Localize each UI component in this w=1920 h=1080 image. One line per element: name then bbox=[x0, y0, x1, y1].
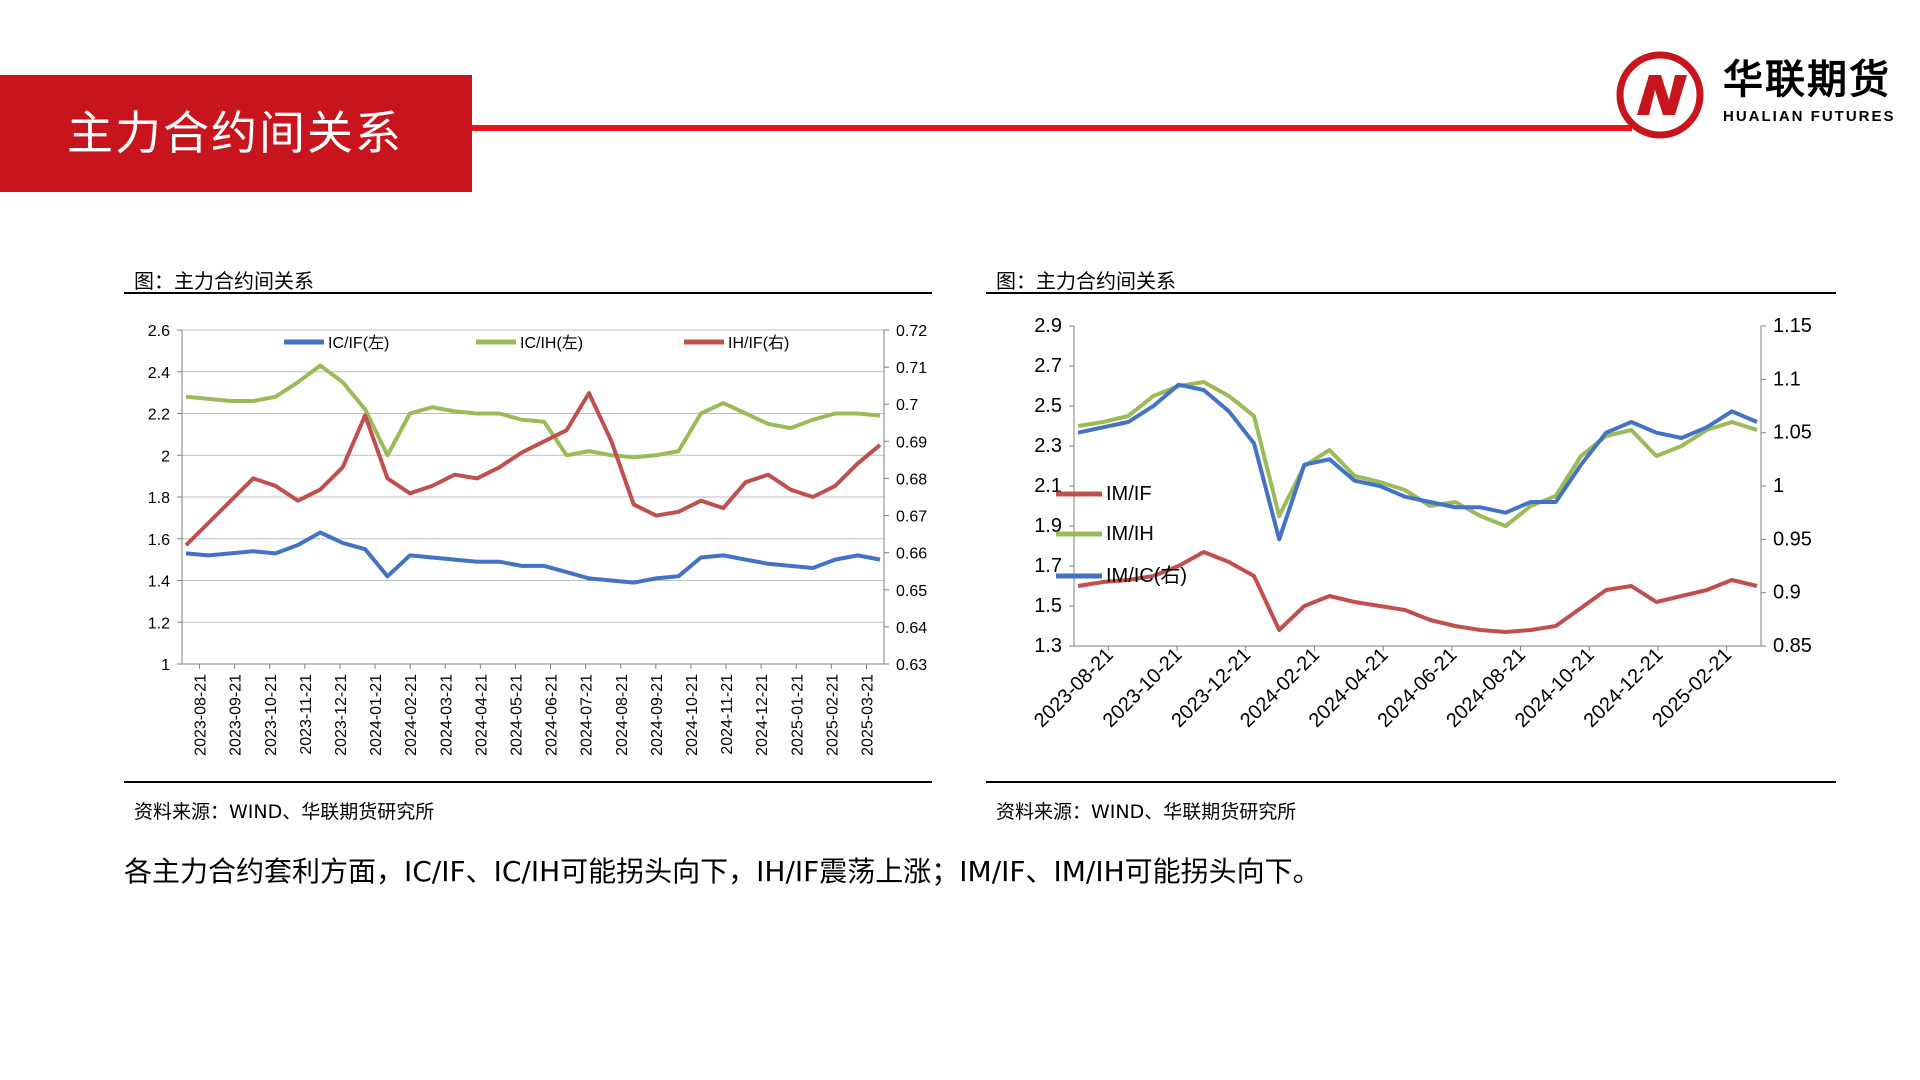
hualian-logo bbox=[1615, 50, 1895, 140]
y-left-tick-label: 1.5 bbox=[1034, 595, 1062, 617]
y-right-tick-label: 1.15 bbox=[1773, 315, 1812, 337]
left-chart-bottom-rule bbox=[124, 781, 932, 783]
legend-label-1: IC/IH(左) bbox=[520, 334, 583, 352]
left-chart: 1 1.2 1.4 1.6 1.8 2 2.2 2.4 2.6 0.63 0.64 0.65 0.66 0… bbox=[148, 323, 927, 756]
y-right-tick-label: 0.66 bbox=[896, 546, 927, 563]
left-chart-title: 图：主力合约间关系 bbox=[134, 269, 314, 293]
y-left-tick-label: 1 bbox=[161, 657, 170, 674]
y-left-tick-label: 2.4 bbox=[148, 365, 170, 382]
y-left-tick-label: 1.2 bbox=[148, 615, 170, 632]
y-left-tick-label: 2 bbox=[161, 448, 170, 465]
x-tick-label: 2024-03-21 bbox=[438, 674, 455, 756]
y-right-tick-label: 0.9 bbox=[1773, 582, 1801, 604]
title-banner bbox=[0, 75, 472, 192]
summary-text: 各主力合约套利方面，IC/IF、IC/IH可能拐头向下，IH/IF震荡上涨；IM… bbox=[124, 855, 1321, 888]
title-divider bbox=[472, 125, 1632, 131]
y-left-tick-label: 1.6 bbox=[148, 532, 170, 549]
page-title: 主力合约间关系 bbox=[67, 106, 403, 160]
y-left-tick-label: 2.1 bbox=[1034, 475, 1062, 497]
right-chart: 1.3 1.5 1.7 1.9 2.1 2.3 2.5 2.7 2.9 0.85 0.9 0.95 1 1… bbox=[1030, 315, 1812, 732]
y-left-tick-label: 1.4 bbox=[148, 574, 170, 591]
legend-label-2: IM/IC(右) bbox=[1106, 564, 1187, 587]
right-chart-source: 资料来源：WIND、华联期货研究所 bbox=[996, 801, 1297, 823]
legend-label-0: IC/IF(左) bbox=[328, 334, 389, 352]
y-right-tick-label: 0.68 bbox=[896, 471, 927, 488]
x-tick-label: 2025-01-21 bbox=[789, 674, 806, 756]
x-tick-label: 2025-03-21 bbox=[859, 674, 876, 756]
x-tick-label: 2023-09-21 bbox=[228, 674, 245, 756]
y-right-tick-label: 0.71 bbox=[896, 360, 927, 377]
series-line-0 bbox=[185, 530, 881, 585]
y-left-tick-label: 2.3 bbox=[1034, 435, 1062, 457]
x-tick-label: 2024-02-21 bbox=[403, 674, 420, 756]
x-tick-label: 2024-07-21 bbox=[579, 674, 596, 756]
y-right-tick-label: 0.95 bbox=[1773, 528, 1812, 550]
y-left-tick-label: 1.8 bbox=[148, 490, 170, 507]
x-tick-label: 2023-10-21 bbox=[263, 674, 280, 756]
x-tick-label: 2024-05-21 bbox=[508, 674, 525, 756]
y-left-tick-label: 2.9 bbox=[1034, 315, 1062, 337]
right-chart-bottom-rule bbox=[986, 781, 1836, 783]
series-line-2 bbox=[184, 391, 882, 547]
x-tick-label: 2024-12-21 bbox=[754, 674, 771, 756]
x-tick-label: 2023-08-21 bbox=[193, 674, 210, 756]
legend-label-1: IM/IH bbox=[1106, 523, 1154, 545]
y-right-tick-label: 0.85 bbox=[1773, 635, 1812, 657]
series-line-1 bbox=[1077, 380, 1758, 528]
x-tick-label: 2024-10-21 bbox=[684, 674, 701, 756]
logo-subtitle: HUALIAN FUTURES bbox=[1723, 108, 1896, 125]
y-left-tick-label: 1.7 bbox=[1034, 555, 1062, 577]
y-right-tick-label: 0.64 bbox=[896, 620, 927, 637]
right-chart-title: 图：主力合约间关系 bbox=[996, 269, 1176, 293]
y-left-tick-label: 1.3 bbox=[1034, 635, 1062, 657]
x-tick-label: 2023-12-21 bbox=[333, 674, 350, 756]
left-chart-top-rule bbox=[124, 292, 932, 294]
y-right-tick-label: 0.67 bbox=[896, 509, 927, 526]
y-right-tick-label: 1.1 bbox=[1773, 368, 1801, 390]
hualian-logo-icon bbox=[1616, 51, 1704, 139]
left-chart-source: 资料来源：WIND、华联期货研究所 bbox=[134, 801, 435, 823]
x-tick-label: 2024-09-21 bbox=[649, 674, 666, 756]
x-tick-label: 2025-02-21 bbox=[824, 674, 841, 756]
y-right-tick-label: 0.69 bbox=[896, 434, 927, 451]
y-left-tick-label: 2.2 bbox=[148, 407, 170, 424]
y-right-tick-label: 0.7 bbox=[896, 397, 918, 414]
x-tick-label: 2024-04-21 bbox=[473, 674, 490, 756]
legend-label-2: IH/IF(右) bbox=[728, 334, 789, 352]
x-tick-label: 2024-08-21 bbox=[614, 674, 631, 756]
x-tick-label: 2024-06-21 bbox=[544, 674, 561, 756]
series-line-1 bbox=[185, 363, 881, 460]
logo-name: 华联期货 bbox=[1723, 57, 1891, 103]
y-right-tick-label: 0.63 bbox=[896, 657, 927, 674]
y-right-tick-label: 1.05 bbox=[1773, 422, 1812, 444]
x-tick-label: 2023-11-21 bbox=[298, 674, 315, 755]
right-chart-top-rule bbox=[986, 292, 1836, 294]
series-line-2 bbox=[1077, 382, 1758, 542]
legend-label-0: IM/IF bbox=[1106, 483, 1152, 505]
y-right-tick-label: 1 bbox=[1773, 475, 1784, 497]
x-tick-label: 2024-11-21 bbox=[719, 674, 736, 755]
y-left-tick-label: 2.6 bbox=[148, 323, 170, 340]
y-left-tick-label: 2.7 bbox=[1034, 355, 1062, 377]
y-right-tick-label: 0.65 bbox=[896, 583, 927, 600]
y-left-tick-label: 2.5 bbox=[1034, 395, 1062, 417]
series-line-0 bbox=[1077, 550, 1758, 634]
x-tick-label: 2024-01-21 bbox=[368, 674, 385, 756]
y-left-tick-label: 1.9 bbox=[1034, 515, 1062, 537]
y-right-tick-label: 0.72 bbox=[896, 323, 927, 340]
